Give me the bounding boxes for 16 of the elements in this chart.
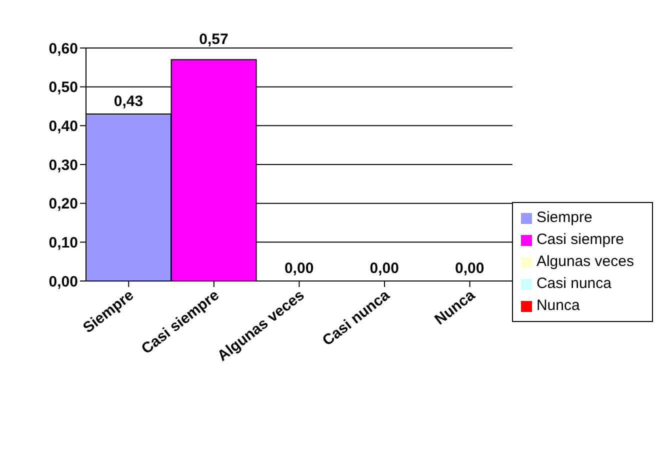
data-label: 0,00 [284, 260, 314, 277]
y-tick-label: 0,30 [48, 156, 78, 174]
y-tick-label: 0,20 [48, 196, 78, 213]
data-label: 0,00 [370, 260, 399, 277]
legend-label: Algunas veces [536, 253, 634, 270]
data-label: 0,00 [455, 260, 484, 277]
legend-label: Siempre [536, 209, 592, 226]
y-tick-label: 0,60 [48, 40, 78, 58]
y-tick-label: 0,40 [48, 118, 78, 135]
legend-label: Casi nunca [536, 275, 612, 292]
legend-label: Casi siempre [536, 231, 624, 248]
y-tick-label: 0,50 [48, 79, 78, 96]
data-label: 0,57 [199, 31, 228, 48]
y-tick-label: 0,10 [48, 234, 78, 252]
y-tick-label: 0,00 [48, 273, 78, 290]
data-label: 0,43 [114, 93, 144, 110]
